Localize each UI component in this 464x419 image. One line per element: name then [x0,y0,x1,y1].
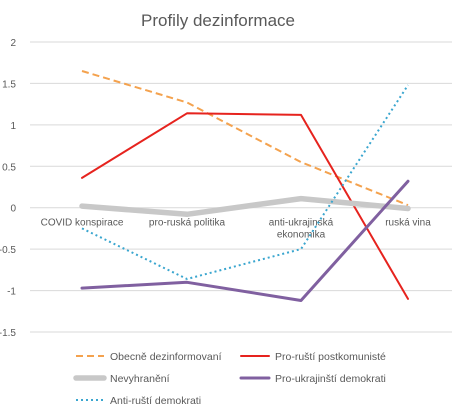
y-tick-label: -1.5 [0,328,16,339]
series-line [81,84,409,280]
x-tick-label: anti-ukrajinská ekonomika [269,218,334,241]
x-tick-label: ruská vina [385,218,431,229]
x-tick-label-line: COVID konspirace [41,218,124,229]
y-tick-label: -1 [7,287,16,298]
legend-label: Pro-ruští postkomunisté [275,351,386,363]
series-line [80,179,410,302]
legend-label: Nevyhranění [110,373,170,385]
x-tick-label-line: pro-ruská politika [149,218,226,229]
x-tick-label-line: ekonomika [277,230,326,241]
series-line [79,195,411,218]
x-tick-label-line: anti-ukrajinská [269,218,334,229]
legend-label: Anti-ruští demokrati [110,395,201,407]
legend-label: Obecně dezinformovaní [110,351,222,363]
y-tick-label: -0.5 [0,245,16,256]
y-tick-label: 0.5 [2,162,16,173]
x-tick-label: pro-ruská politika [149,218,226,229]
legend-label: Pro-ukrajinští demokrati [275,373,386,385]
series-line [81,112,409,300]
x-tick-label-line: ruská vina [385,218,431,229]
y-tick-label: 2 [10,38,16,49]
series-line [81,70,409,207]
chart-title: Profily dezinformace [141,11,295,30]
x-tick-label: COVID konspirace [41,218,124,229]
y-tick-label: 1 [10,121,16,132]
y-tick-label: 0 [10,204,16,215]
y-tick-label: 1.5 [2,79,16,90]
